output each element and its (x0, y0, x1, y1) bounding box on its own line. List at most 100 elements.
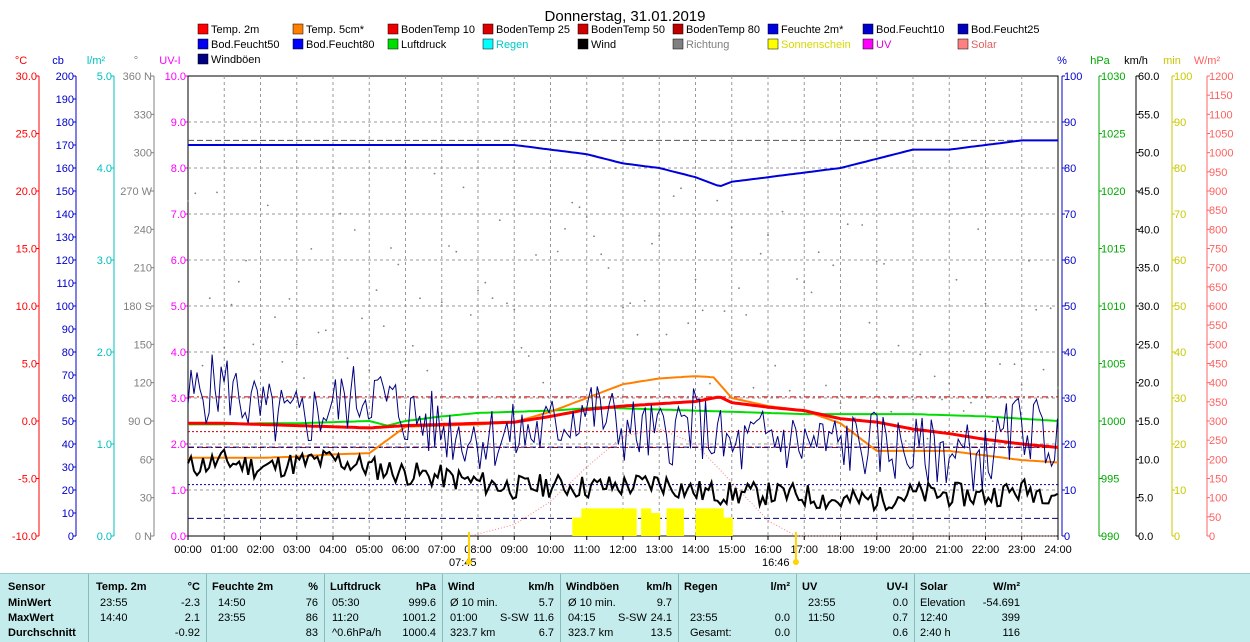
direction-point (491, 297, 494, 299)
wm2-tick-label: 1150 (1209, 90, 1233, 102)
wm2-tick-label: 1200 (1209, 71, 1233, 83)
wm2-tick-label: 250 (1209, 435, 1227, 447)
direction-point (542, 381, 545, 384)
stats-header-rain-unit: l/m² (770, 581, 790, 593)
cb-tick-label: 100 (56, 301, 74, 313)
direction-point (861, 224, 864, 226)
hum-tick-label: 100 (1064, 71, 1082, 83)
cb-tick-label: 110 (56, 278, 74, 290)
direction-point (223, 346, 226, 349)
stats-divider (442, 574, 443, 642)
direction-point (622, 306, 624, 309)
legend-swatch (767, 23, 779, 35)
legend-entry: UV (876, 39, 892, 51)
legend-entry: Bod.Feucht25 (971, 24, 1040, 36)
legend-entry: BodenTemp 25 (496, 24, 570, 36)
wm2-tick-label: 200 (1209, 454, 1227, 466)
stats-solar-info: 12:40 (920, 612, 948, 624)
stats-header-rain: Regen (684, 581, 718, 593)
stats-uv-time: 23:55 (808, 597, 836, 609)
direction-point (527, 355, 530, 357)
direction-point (498, 219, 501, 222)
wm2-tick-label: 1100 (1209, 109, 1233, 121)
stats-solar-value: -54.691 (982, 597, 1020, 609)
cb-tick-label: 130 (56, 232, 74, 244)
x-tick-label: 14:00 (682, 544, 710, 556)
legend-swatch (577, 38, 589, 50)
wm2-tick-label: 900 (1209, 186, 1227, 198)
stats-wind-info: Ø 10 min. (450, 597, 498, 609)
direction-point (259, 369, 262, 372)
legend-swatch (862, 23, 874, 35)
direction-point (216, 191, 218, 194)
legend-entry: Bod.Feucht50 (211, 39, 280, 51)
uvi-tick-label: 9.0 (171, 117, 186, 129)
rain-tick-label: 4.0 (97, 163, 112, 175)
direction-point (1028, 259, 1030, 262)
kmh-tick-label: 20.0 (1138, 378, 1159, 390)
legend-swatch (767, 38, 779, 50)
stats-temp-value: -0.92 (174, 627, 200, 639)
stats-uv-value: 0.7 (892, 612, 908, 624)
stats-row-label: MinWert (8, 597, 52, 609)
kmh-tick-label: 0.0 (1138, 531, 1153, 543)
hum-tick-label: 90 (1064, 117, 1076, 129)
direction-point (846, 223, 849, 226)
legend-entry: Temp. 5cm* (306, 24, 365, 36)
wm2-tick-label: 350 (1209, 397, 1227, 409)
cb-tick-label: 40 (62, 439, 74, 451)
stats-header-pressure-unit: hPa (415, 581, 436, 593)
stats-header-wind-unit: km/h (528, 581, 554, 593)
kmh-tick-label: 25.0 (1138, 339, 1159, 351)
chart-series (187, 139, 1059, 537)
stats-gust-value: 24.1 (650, 612, 672, 624)
direction-point (897, 344, 900, 347)
direction-point (187, 200, 189, 202)
cb-tick-label: 80 (62, 347, 74, 359)
direction-point (730, 226, 733, 229)
humidity-series (188, 139, 1058, 188)
uvi-tick-label: 0.0 (171, 531, 186, 543)
legend-swatch (197, 23, 209, 35)
x-tick-label: 12:00 (609, 544, 637, 556)
direction-point (245, 259, 247, 262)
x-tick-label: 13:00 (645, 544, 673, 556)
direction-point (404, 364, 407, 366)
direction-point (1057, 386, 1059, 389)
sunshine-bar (595, 508, 606, 536)
stats-rain-value: 0.0 (774, 627, 790, 639)
x-tick-label: 10:00 (537, 544, 565, 556)
legend-entry: Wind (591, 39, 616, 51)
uvi-tick-label: 10.0 (165, 71, 186, 83)
direction-point (201, 364, 204, 367)
x-tick-label: 24:00 (1044, 544, 1072, 556)
cb-tick-label: 140 (56, 209, 74, 221)
direction-point (810, 291, 813, 294)
x-tick-label: 23:00 (1008, 544, 1036, 556)
kmh-tick-label: 5.0 (1138, 493, 1153, 505)
rain-axis-unit: l/m² (87, 55, 106, 67)
wm2-tick-label: 800 (1209, 224, 1227, 236)
legend-swatch (387, 23, 399, 35)
legend-entry: BodenTemp 10 (401, 24, 475, 36)
cb-tick-label: 180 (56, 117, 74, 129)
temp-tick-label: 25.0 (16, 129, 37, 141)
wm2-tick-label: 1050 (1209, 129, 1233, 141)
uvi-tick-label: 3.0 (171, 393, 186, 405)
x-tick-label: 19:00 (863, 544, 891, 556)
dir-tick-label: 300 (134, 148, 152, 160)
min-tick-label: 0 (1174, 531, 1180, 543)
temp-tick-label: 30.0 (16, 71, 37, 83)
direction-point (440, 301, 443, 304)
dir-tick-label: 90 O (128, 416, 152, 428)
legend-entry: Richtung (686, 39, 729, 51)
x-tick-label: 08:00 (464, 544, 492, 556)
min-tick-label: 40 (1174, 347, 1186, 359)
hpa-tick-label: 1015 (1101, 244, 1125, 256)
legend-swatch (387, 38, 399, 50)
legend-swatch (672, 38, 684, 50)
kmh-tick-label: 40.0 (1138, 224, 1159, 236)
stats-row-label: Durchschnitt (8, 627, 76, 639)
direction-point (926, 437, 929, 440)
kmh-tick-label: 45.0 (1138, 186, 1159, 198)
